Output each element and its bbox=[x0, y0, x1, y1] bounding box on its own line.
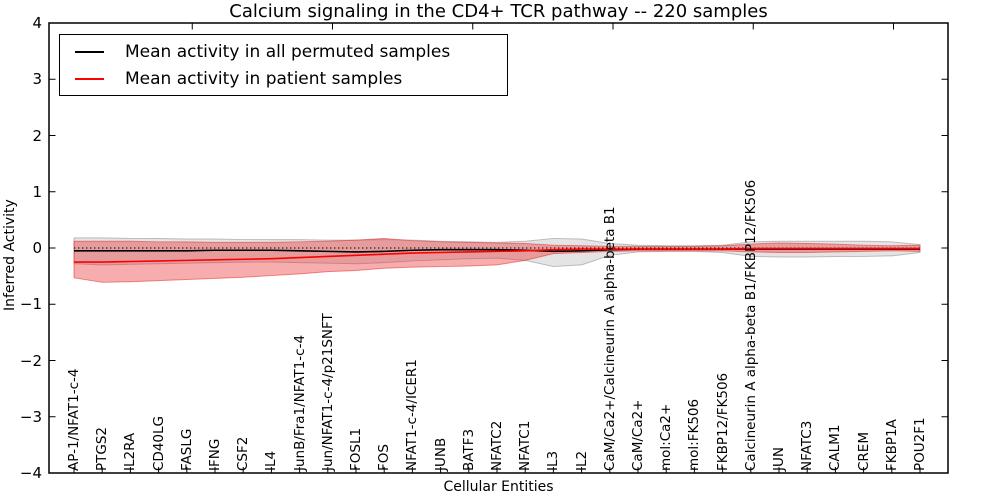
x-tick-label: IFNG bbox=[207, 438, 223, 471]
y-tick-label: 4 bbox=[32, 14, 42, 32]
x-tick-label: FKBP1A bbox=[883, 419, 900, 471]
legend-item-label: Mean activity in patient samples bbox=[125, 68, 403, 89]
x-tick-label: CaM/Ca2+/Calcineurin A alpha-beta B1 bbox=[601, 206, 618, 471]
x-tick-label: FASLG bbox=[178, 428, 195, 471]
y-tick-label: −3 bbox=[19, 407, 42, 426]
x-tick-label: NFATC2 bbox=[489, 420, 505, 471]
y-tick-label: 1 bbox=[32, 182, 42, 201]
x-tick-label: FKBP12/FK506 bbox=[714, 372, 731, 471]
x-tick-label: CD40LG bbox=[150, 416, 167, 471]
y-tick-label: −2 bbox=[19, 351, 42, 370]
x-tick-label: FOSL1 bbox=[348, 427, 364, 471]
x-axis-title: Cellular Entities bbox=[443, 479, 554, 495]
x-tick-label: JUN bbox=[771, 447, 787, 471]
x-tick-label: CaM/Ca2+ bbox=[630, 399, 646, 472]
legend-line-patient bbox=[75, 77, 104, 80]
x-tick-label: IL3 bbox=[545, 450, 562, 471]
x-tick-label: IL4 bbox=[263, 450, 280, 471]
y-tick-label: 0 bbox=[32, 239, 42, 257]
x-tick-label: FOS bbox=[376, 444, 393, 471]
x-tick-label: JUNB bbox=[432, 437, 449, 471]
x-tick-label: Jun/NFAT1-c-4/p21SNFT bbox=[319, 313, 336, 471]
legend: Mean activity in all permuted samples Mea… bbox=[59, 34, 508, 96]
x-tick-label: NFATC3 bbox=[799, 420, 816, 471]
y-tick-label: 2 bbox=[32, 126, 42, 145]
x-tick-label: CSF2 bbox=[235, 436, 252, 471]
legend-item-label: Mean activity in all permuted samples bbox=[125, 41, 451, 62]
y-tick-label: 3 bbox=[32, 70, 42, 89]
chart-title: Calcium signaling in the CD4+ TCR pathwa… bbox=[229, 1, 768, 22]
y-tick-label: −1 bbox=[19, 295, 42, 314]
x-tick-label: IL2 bbox=[573, 450, 590, 471]
x-tick-label: CALM1 bbox=[827, 424, 844, 471]
x-tick-label: CREM bbox=[855, 432, 872, 471]
x-tick-label: JunB/Fra1/NFAT1-c-4 bbox=[291, 334, 308, 471]
x-tick-label: mol:Ca2+ bbox=[658, 403, 675, 471]
x-tick-label: NFATC1 bbox=[517, 420, 534, 471]
x-tick-label: Calcineurin A alpha-beta B1/FKBP12/FK506 bbox=[742, 179, 759, 471]
y-tick-label: −4 bbox=[19, 464, 42, 482]
x-tick-label: IL2RA bbox=[122, 432, 139, 471]
x-tick-label: BATF3 bbox=[460, 428, 477, 471]
x-tick-label: POU2F1 bbox=[912, 417, 928, 471]
x-tick-label: NFAT1-c-4/ICER1 bbox=[404, 359, 421, 471]
patient-mean-line bbox=[74, 247, 920, 263]
x-tick-label: mol:FK506 bbox=[686, 398, 703, 471]
x-tick-label: AP-1/NFAT1-c-4 bbox=[66, 368, 82, 472]
legend-item: Mean activity in patient samples bbox=[60, 69, 507, 89]
x-tick-label: PTGS2 bbox=[94, 426, 111, 471]
axes-frame bbox=[48, 22, 949, 474]
legend-line-permuted bbox=[75, 50, 104, 53]
legend-item: Mean activity in all permuted samples bbox=[60, 42, 507, 62]
